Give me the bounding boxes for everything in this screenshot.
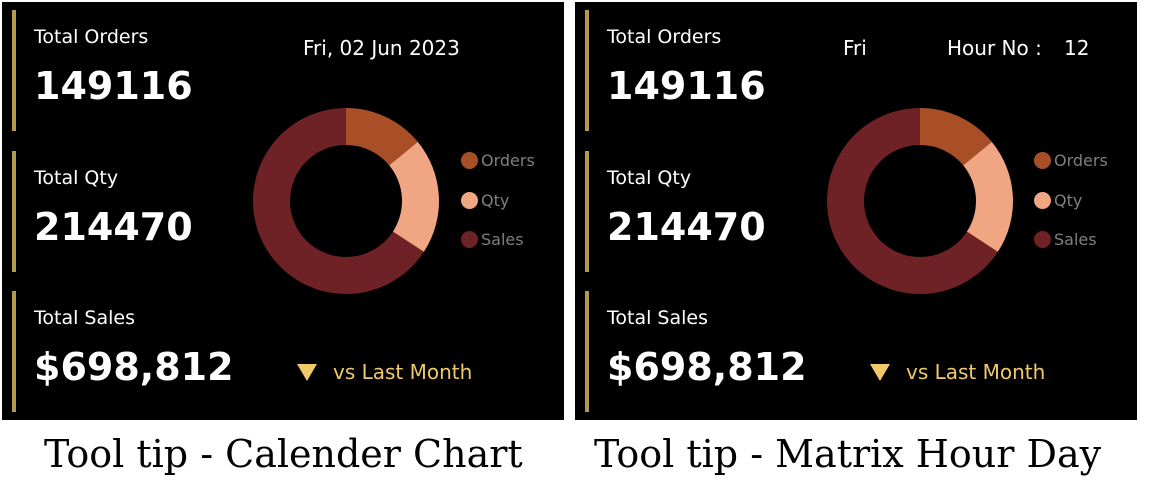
donut-slice-qty[interactable] (389, 141, 439, 252)
trend-indicator: vs Last Month (297, 360, 472, 384)
legend-label: Qty (1054, 190, 1083, 210)
legend-label: Qty (481, 190, 510, 210)
kpi-label: Total Sales (34, 307, 135, 329)
legend-dot-orders (1034, 152, 1051, 169)
trend-label: vs Last Month (906, 360, 1046, 384)
donut-chart (252, 108, 439, 294)
kpi-label: Total Qty (34, 167, 119, 189)
tooltip-panel-calendar: Total Orders 149116 Total Qty 214470 Tot… (2, 2, 564, 420)
kpi-value: 214470 (34, 205, 193, 249)
legend-label: Sales (1054, 230, 1097, 249)
legend-dot-sales (461, 231, 478, 248)
chart-legend: Orders Qty Sales (461, 150, 535, 269)
legend-item-orders: Orders (461, 150, 535, 170)
date-header: Fri, 02 Jun 2023 (303, 36, 460, 60)
day-header: Fri (843, 36, 867, 60)
legend-item-qty: Qty (1034, 190, 1108, 210)
kpi-label: Total Orders (34, 26, 149, 48)
legend-dot-orders (461, 152, 478, 169)
kpi-card-total-qty: Total Qty 214470 (585, 151, 829, 272)
trend-label: vs Last Month (333, 360, 473, 384)
kpi-value: 149116 (607, 64, 766, 108)
legend-item-orders: Orders (1034, 150, 1108, 170)
legend-dot-qty (1034, 191, 1051, 209)
donut-slice-orders[interactable] (346, 108, 418, 166)
legend-label: Sales (481, 230, 524, 249)
legend-item-qty: Qty (461, 190, 535, 210)
legend-dot-qty (461, 191, 478, 209)
down-triangle-icon (297, 363, 317, 381)
kpi-card-total-sales: Total Sales $698,812 (12, 291, 256, 412)
kpi-card-total-orders: Total Orders 149116 (585, 10, 829, 131)
chart-legend: Orders Qty Sales (1034, 150, 1108, 269)
trend-indicator: vs Last Month (870, 360, 1045, 384)
kpi-value: $698,812 (34, 345, 234, 389)
kpi-card-total-sales: Total Sales $698,812 (585, 291, 829, 412)
kpi-label: Total Sales (607, 307, 708, 329)
donut-slice-qty[interactable] (963, 141, 1013, 252)
hour-value: 12 (1064, 36, 1090, 60)
legend-item-sales: Sales (461, 229, 535, 249)
legend-item-sales: Sales (1034, 229, 1108, 249)
kpi-card-total-orders: Total Orders 149116 (12, 10, 256, 131)
kpi-card-total-qty: Total Qty 214470 (12, 151, 256, 272)
donut-slice-sales[interactable] (252, 108, 424, 294)
down-triangle-icon (870, 363, 890, 381)
kpi-label: Total Orders (607, 26, 722, 48)
kpi-value: 149116 (34, 64, 193, 108)
tooltip-panel-matrix: Total Orders 149116 Total Qty 214470 Tot… (575, 2, 1137, 420)
legend-label: Orders (1054, 151, 1108, 170)
legend-dot-sales (1034, 231, 1051, 248)
donut-chart (827, 108, 1013, 294)
kpi-value: $698,812 (607, 345, 807, 389)
kpi-label: Total Qty (607, 167, 692, 189)
legend-label: Orders (481, 151, 535, 170)
kpi-value: 214470 (607, 205, 766, 249)
donut-slice-orders[interactable] (920, 108, 992, 166)
caption-calendar-chart: Tool tip - Calender Chart (44, 432, 523, 476)
caption-matrix-hour-day: Tool tip - Matrix Hour Day (594, 432, 1102, 476)
donut-slice-sales[interactable] (827, 108, 998, 294)
hour-label: Hour No : (947, 36, 1042, 60)
